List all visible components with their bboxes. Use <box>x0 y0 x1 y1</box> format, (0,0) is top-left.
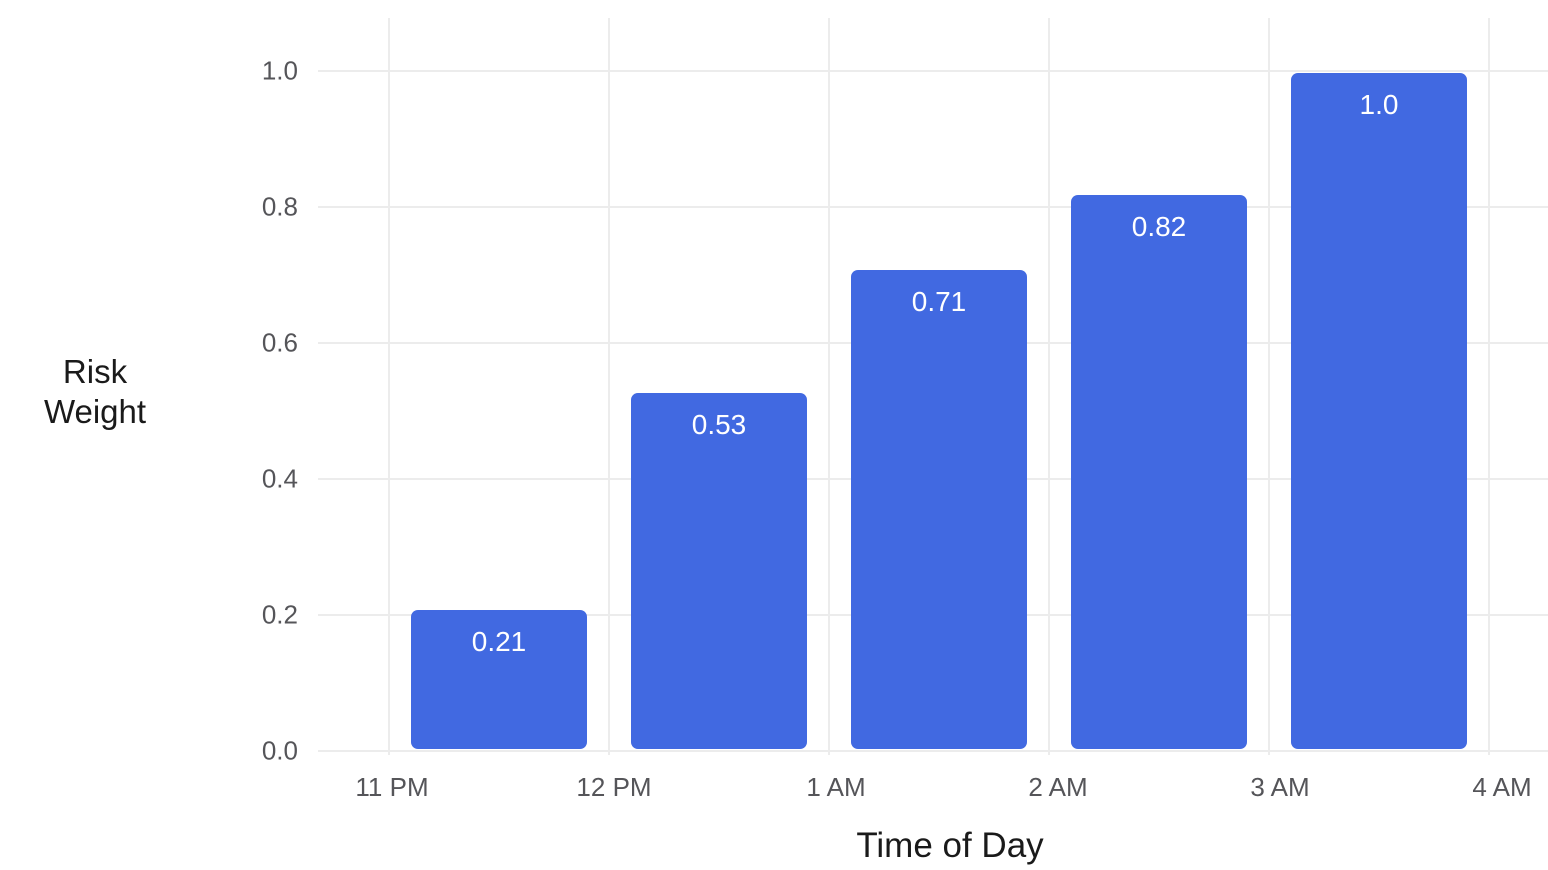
y-tick-label: 0.2 <box>261 599 298 630</box>
x-tick-label: 4 AM <box>1472 772 1532 802</box>
h-gridline <box>318 750 1548 752</box>
bar: 0.53 <box>631 392 807 749</box>
v-gridline <box>388 18 390 755</box>
y-axis-title-text: Risk Weight <box>43 353 147 430</box>
x-tick-label: 2 AM <box>1028 772 1088 802</box>
y-tick-label: 1.0 <box>261 55 298 86</box>
v-gridline <box>1048 18 1050 755</box>
bar: 0.21 <box>411 610 587 749</box>
bar-value-label: 0.82 <box>1131 211 1187 243</box>
bar-value-label: 0.53 <box>691 408 747 440</box>
x-axis-title: Time of Day <box>856 826 1044 865</box>
y-tick-label: 0.6 <box>261 327 298 358</box>
y-tick-label: 0.0 <box>261 735 298 766</box>
h-gridline <box>318 70 1548 72</box>
bar-value-label: 1.0 <box>1359 89 1399 120</box>
x-tick-label: 12 PM <box>576 772 652 802</box>
x-tick-label: 11 PM <box>355 772 429 802</box>
v-gridline <box>828 18 830 755</box>
x-tick-label: 1 AM <box>806 772 866 802</box>
bar: 0.71 <box>851 270 1027 749</box>
y-axis-title: Risk Weight <box>20 352 170 432</box>
bar: 0.82 <box>1071 195 1247 749</box>
v-gridline <box>1268 18 1270 755</box>
y-tick-label: 0.4 <box>261 463 298 494</box>
bar-value-label: 0.21 <box>471 626 527 658</box>
y-tick-label: 0.8 <box>261 191 298 222</box>
x-tick-label: 3 AM <box>1250 772 1310 802</box>
v-gridline <box>1488 18 1490 755</box>
v-gridline <box>608 18 610 755</box>
h-gridline <box>318 206 1548 208</box>
bar-value-label: 0.71 <box>911 286 967 318</box>
bar: 1.0 <box>1291 73 1467 749</box>
